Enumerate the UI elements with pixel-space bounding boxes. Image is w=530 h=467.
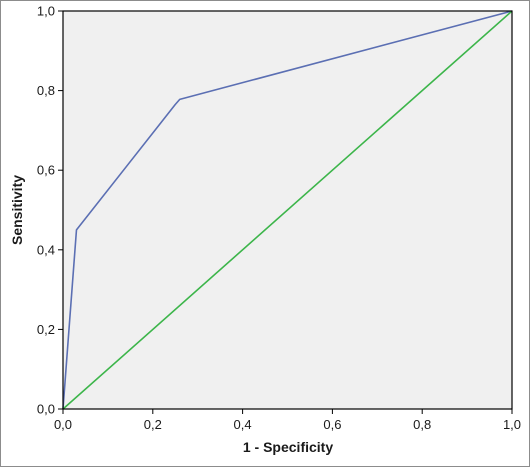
plot-frame xyxy=(62,10,513,410)
y-axis-title: Sensitivity xyxy=(9,175,25,245)
y-tick-label: 1,0 xyxy=(37,4,55,19)
x-axis-ticks: 0,0 0,2 0,4 0,6 0,8 1,0 xyxy=(54,409,521,432)
y-tick-label: 0,8 xyxy=(37,83,55,98)
series-layer xyxy=(62,10,513,410)
y-axis-ticks: 0,0 0,2 0,4 0,6 0,8 1,0 xyxy=(37,4,63,417)
roc-curve-line xyxy=(62,10,513,410)
x-tick-label: 0,4 xyxy=(234,417,252,432)
x-axis-title: 1 - Specificity xyxy=(243,439,333,455)
y-tick-label: 0,2 xyxy=(37,322,55,337)
reference-line xyxy=(62,10,513,410)
x-tick-label: 0,6 xyxy=(323,417,341,432)
x-tick-label: 0,2 xyxy=(144,417,162,432)
y-tick-label: 0,0 xyxy=(37,402,55,417)
y-tick-label: 0,6 xyxy=(37,163,55,178)
x-tick-label: 1,0 xyxy=(503,417,521,432)
x-tick-label: 0,0 xyxy=(54,417,72,432)
x-tick-label: 0,8 xyxy=(413,417,431,432)
y-tick-label: 0,4 xyxy=(37,242,55,257)
